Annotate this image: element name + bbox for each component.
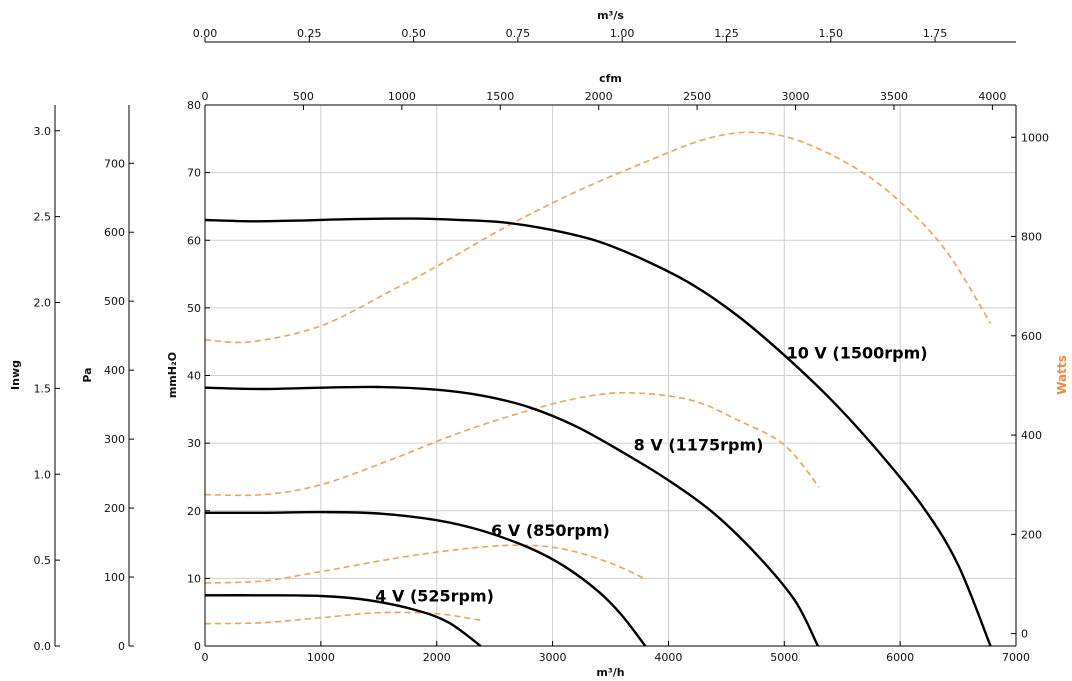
power-curves <box>204 131 992 625</box>
y-tick-label-pa: 0 <box>118 640 125 653</box>
x-tick-label-m3s: 0.75 <box>506 27 531 40</box>
y-tick-label-mmh2o: 10 <box>187 572 201 585</box>
x-tick-label-m3s: 1.00 <box>610 27 635 40</box>
y-tick-label-watts: 600 <box>1021 330 1042 343</box>
curve-labels: 10 V (1500rpm) 8 V (1175rpm) 6 V (850rpm) 4… <box>375 344 927 606</box>
pressure-curve-3 <box>204 510 647 647</box>
x-tick-label-m3h: 4000 <box>654 651 682 664</box>
x-tick-label-m3h: 3000 <box>539 651 567 664</box>
x-tick-label-m3s: 1.75 <box>923 27 948 40</box>
curve-label-3: 6 V (850rpm) <box>491 521 610 540</box>
y-tick-label-pa: 600 <box>104 226 125 239</box>
power-curve-3 <box>204 544 646 584</box>
x-tick-label-m3s: 0.50 <box>401 27 426 40</box>
x-tick-label-cfm: 0 <box>202 90 209 103</box>
x-tick-label-cfm: 3000 <box>782 90 810 103</box>
x-axis-title-m3s: m³/s <box>597 9 624 22</box>
pressure-curve-4 <box>204 594 482 647</box>
x-tick-label-cfm: 2500 <box>683 90 711 103</box>
power-curve-2 <box>204 391 820 497</box>
y-axis-title-watts: Watts <box>1055 355 1069 395</box>
y-tick-label-inwg: 1.0 <box>34 468 52 481</box>
y-tick-label-watts: 1000 <box>1021 131 1049 144</box>
y-tick-label-mmh2o: 20 <box>187 505 201 518</box>
y-tick-label-mmh2o: 30 <box>187 437 201 450</box>
x-tick-label-cfm: 500 <box>293 90 314 103</box>
y-tick-label-watts: 200 <box>1021 528 1042 541</box>
x-tick-label-cfm: 2000 <box>585 90 613 103</box>
curve-label-1: 10 V (1500rpm) <box>787 344 928 363</box>
y-tick-label-pa: 400 <box>104 364 125 377</box>
x-tick-label-m3h: 5000 <box>770 651 798 664</box>
curve-label-4: 4 V (525rpm) <box>375 586 494 605</box>
y-axis-title-inwg: Inwg <box>9 360 22 390</box>
y-tick-label-pa: 500 <box>104 295 125 308</box>
x-tick-label-m3s: 0.00 <box>193 27 218 40</box>
power-curve-4 <box>204 611 484 625</box>
y-tick-label-mmh2o: 50 <box>187 302 201 315</box>
y-axis-title-mmh2o: mmH₂O <box>166 352 179 398</box>
x-tick-label-m3h: 1000 <box>307 651 335 664</box>
y-tick-label-watts: 0 <box>1021 628 1028 641</box>
grid-lines <box>205 105 1016 646</box>
x-tick-label-m3s: 0.25 <box>297 27 322 40</box>
y-tick-label-pa: 100 <box>104 571 125 584</box>
x-axis-title-m3h: m³/h <box>596 666 624 679</box>
x-tick-label-m3h: 7000 <box>1002 651 1030 664</box>
y-tick-label-pa: 200 <box>104 502 125 515</box>
x-tick-label-m3s: 1.50 <box>819 27 844 40</box>
y-tick-label-pa: 300 <box>104 433 125 446</box>
y-tick-label-mmh2o: 80 <box>187 99 201 112</box>
x-tick-label-cfm: 1000 <box>388 90 416 103</box>
x-tick-label-m3s: 1.25 <box>714 27 739 40</box>
power-curve-1 <box>204 131 992 344</box>
x-tick-label-m3h: 0 <box>202 651 209 664</box>
pressure-curve-2 <box>204 385 819 647</box>
y-tick-label-inwg: 3.0 <box>34 125 52 138</box>
pressure-curves <box>204 217 992 647</box>
pressure-curve-1 <box>204 217 992 647</box>
y-tick-label-watts: 400 <box>1021 429 1042 442</box>
y-tick-label-inwg: 2.0 <box>34 297 52 310</box>
x-tick-label-cfm: 4000 <box>978 90 1006 103</box>
x-tick-label-m3h: 6000 <box>886 651 914 664</box>
y-axis-title-pa: Pa <box>81 367 94 382</box>
x-axis-title-cfm: cfm <box>599 72 622 85</box>
y-tick-label-inwg: 0.5 <box>34 554 52 567</box>
x-tick-label-cfm: 3500 <box>880 90 908 103</box>
y-tick-label-mmh2o: 40 <box>187 370 201 383</box>
y-tick-label-mmh2o: 60 <box>187 234 201 247</box>
x-tick-label-cfm: 1500 <box>486 90 514 103</box>
y-tick-label-watts: 800 <box>1021 231 1042 244</box>
y-tick-label-pa: 700 <box>104 157 125 170</box>
y-tick-label-inwg: 1.5 <box>34 382 52 395</box>
y-tick-label-mmh2o: 0 <box>194 640 201 653</box>
curve-label-2: 8 V (1175rpm) <box>634 436 764 455</box>
y-tick-label-inwg: 0.0 <box>34 640 52 653</box>
y-tick-label-mmh2o: 70 <box>187 167 201 180</box>
x-tick-label-m3h: 2000 <box>423 651 451 664</box>
y-tick-label-inwg: 2.5 <box>34 211 52 224</box>
